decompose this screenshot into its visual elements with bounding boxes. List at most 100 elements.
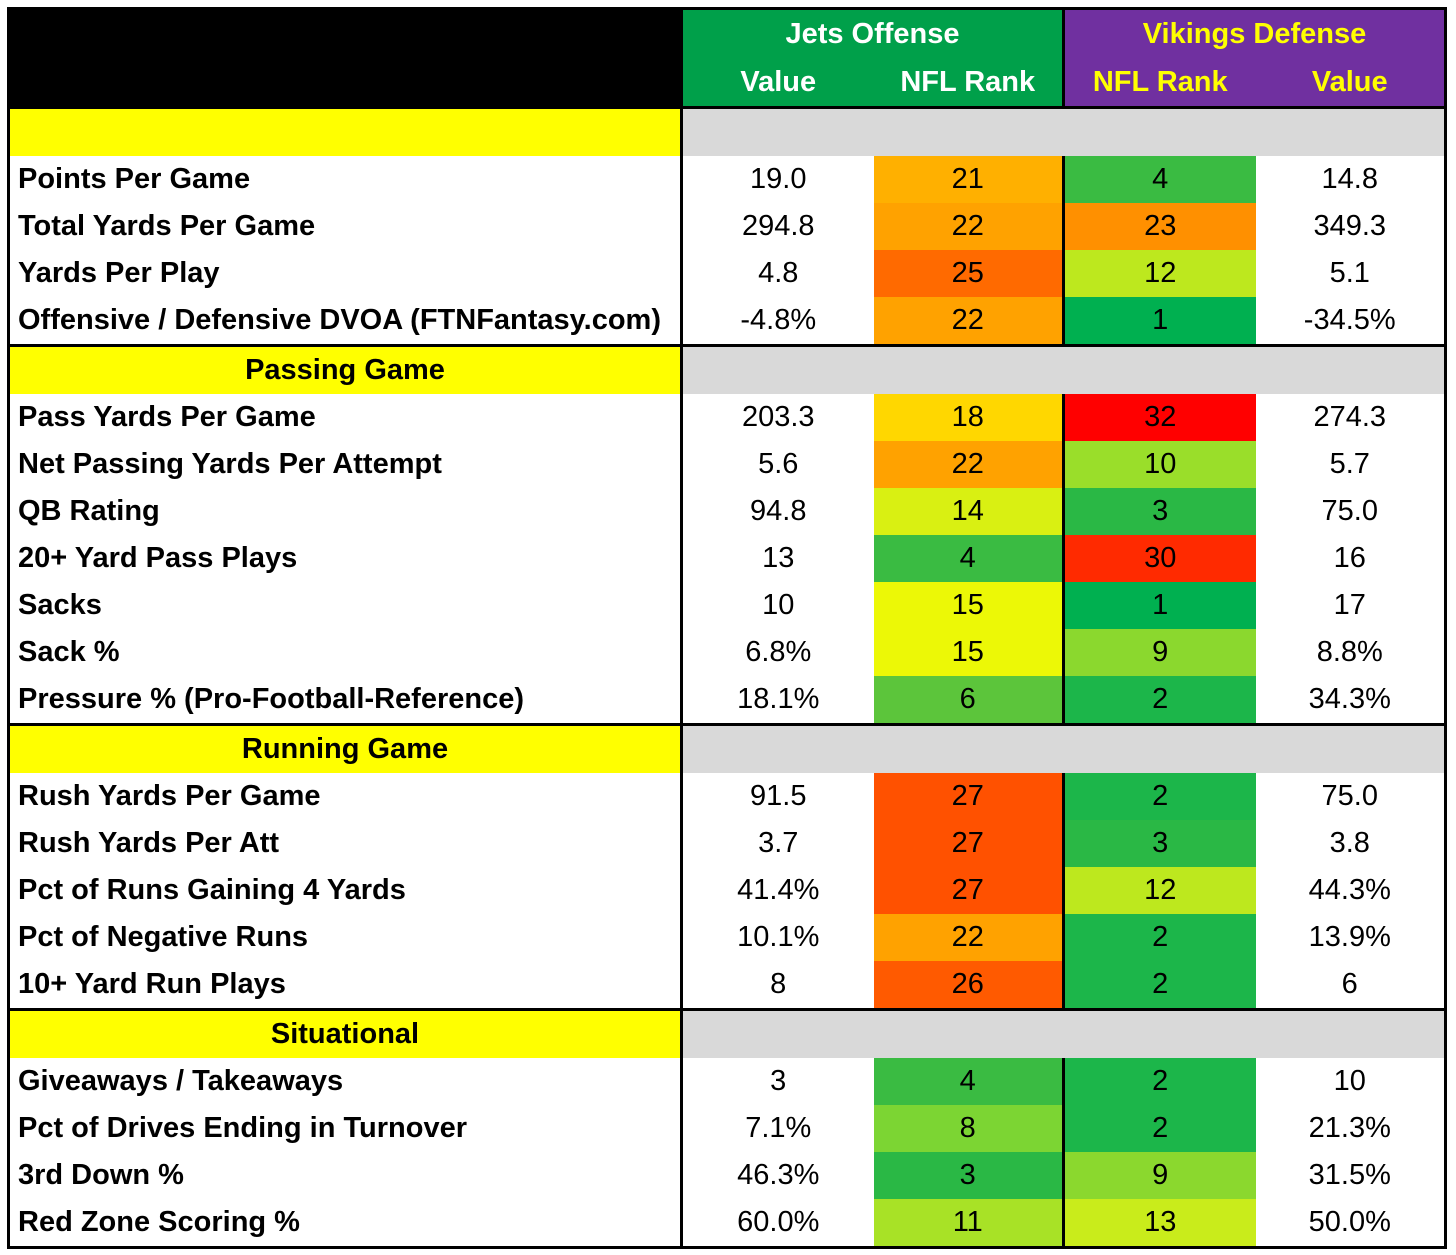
stat-label: Sack %: [7, 629, 682, 676]
defense-rank: 4: [1062, 156, 1256, 203]
stat-label: Pressure % (Pro-Football-Reference): [7, 676, 682, 725]
defense-rank: 9: [1062, 629, 1256, 676]
table-row: 10+ Yard Run Plays 8 26 2 6: [7, 961, 1447, 1010]
offense-value: 18.1%: [680, 676, 874, 725]
stat-label: Net Passing Yards Per Attempt: [7, 441, 682, 488]
section-header-row: Passing Game: [7, 344, 1447, 394]
table-row: Pct of Drives Ending in Turnover 7.1% 8 2 21…: [7, 1105, 1447, 1152]
defense-team-header: Vikings Defense: [1062, 7, 1447, 59]
stat-label: Points Per Game: [7, 156, 682, 203]
offense-rank: 22: [873, 203, 1064, 250]
defense-value: 349.3: [1255, 203, 1447, 250]
offense-value: 3.7: [680, 820, 874, 867]
offense-value: 8: [680, 961, 874, 1010]
stat-label: Total Yards Per Game: [7, 203, 682, 250]
defense-rank: 1: [1062, 297, 1256, 346]
table-row: Sacks 10 15 1 17: [7, 582, 1447, 629]
offense-value: 6.8%: [680, 629, 874, 676]
defense-rank: 23: [1062, 203, 1256, 250]
defense-rank: 2: [1062, 1105, 1256, 1152]
section-filler: [680, 1008, 1447, 1058]
stat-label: Rush Yards Per Att: [7, 820, 682, 867]
defense-rank: 32: [1062, 394, 1256, 441]
offense-rank: 3: [873, 1152, 1064, 1199]
table-row: 3rd Down % 46.3% 3 9 31.5%: [7, 1152, 1447, 1199]
table-row: Rush Yards Per Game 91.5 27 2 75.0: [7, 773, 1447, 820]
defense-rank: 2: [1062, 773, 1256, 820]
defense-rank: 9: [1062, 1152, 1256, 1199]
table-row: QB Rating 94.8 14 3 75.0: [7, 488, 1447, 535]
offense-value: 19.0: [680, 156, 874, 203]
table-row: Sack % 6.8% 15 9 8.8%: [7, 629, 1447, 676]
offense-value: 94.8: [680, 488, 874, 535]
offense-rank: 11: [873, 1199, 1064, 1249]
stat-label: Rush Yards Per Game: [7, 773, 682, 820]
defense-rank: 10: [1062, 441, 1256, 488]
defense-rank: 3: [1062, 820, 1256, 867]
defense-value: 3.8: [1255, 820, 1447, 867]
defense-rank: 3: [1062, 488, 1256, 535]
stat-label: Offensive / Defensive DVOA (FTNFantasy.c…: [7, 297, 682, 346]
offense-rank: 22: [873, 297, 1064, 346]
defense-value: 75.0: [1255, 488, 1447, 535]
stat-label: Red Zone Scoring %: [7, 1199, 682, 1249]
section-header-row: Situational: [7, 1008, 1447, 1058]
defense-value: 10: [1255, 1058, 1447, 1105]
offense-rank: 18: [873, 394, 1064, 441]
table-row: Offensive / Defensive DVOA (FTNFantasy.c…: [7, 297, 1447, 346]
defense-rank: 12: [1062, 867, 1256, 914]
table-row: Pass Yards Per Game 203.3 18 32 274.3: [7, 394, 1447, 441]
stat-label: Giveaways / Takeaways: [7, 1058, 682, 1105]
offense-value: 10.1%: [680, 914, 874, 961]
section-title: Running Game: [7, 723, 682, 773]
defense-rank: 2: [1062, 914, 1256, 961]
stat-label: QB Rating: [7, 488, 682, 535]
offense-value: 7.1%: [680, 1105, 874, 1152]
table-row: Red Zone Scoring % 60.0% 11 13 50.0%: [7, 1199, 1447, 1249]
defense-rank: 2: [1062, 676, 1256, 725]
offense-rank: 22: [873, 441, 1064, 488]
offense-value-header: Value: [680, 59, 874, 108]
offense-value: 10: [680, 582, 874, 629]
defense-value: 13.9%: [1255, 914, 1447, 961]
section-title: Situational: [7, 1008, 682, 1058]
offense-value: 91.5: [680, 773, 874, 820]
offense-value: 5.6: [680, 441, 874, 488]
offense-value: 203.3: [680, 394, 874, 441]
table-row: Yards Per Play 4.8 25 12 5.1: [7, 250, 1447, 297]
stat-label: Pct of Drives Ending in Turnover: [7, 1105, 682, 1152]
offense-rank: 15: [873, 629, 1064, 676]
defense-value-header: Value: [1255, 59, 1447, 108]
offense-rank: 21: [873, 156, 1064, 203]
stat-label: Yards Per Play: [7, 250, 682, 297]
offense-value: 46.3%: [680, 1152, 874, 1199]
defense-value: 14.8: [1255, 156, 1447, 203]
stats-table: Jets Offense Vikings Defense Value NFL R…: [7, 7, 1447, 1249]
table-row: 20+ Yard Pass Plays 13 4 30 16: [7, 535, 1447, 582]
table-row: Rush Yards Per Att 3.7 27 3 3.8: [7, 820, 1447, 867]
section-title: Passing Game: [7, 344, 682, 394]
offense-value: 294.8: [680, 203, 874, 250]
defense-value: 75.0: [1255, 773, 1447, 820]
offense-rank: 8: [873, 1105, 1064, 1152]
defense-value: 50.0%: [1255, 1199, 1447, 1249]
defense-rank: 12: [1062, 250, 1256, 297]
defense-rank: 30: [1062, 535, 1256, 582]
defense-rank: 2: [1062, 961, 1256, 1010]
section-title: [7, 106, 682, 156]
stat-label: 20+ Yard Pass Plays: [7, 535, 682, 582]
stat-label: Pass Yards Per Game: [7, 394, 682, 441]
defense-value: 44.3%: [1255, 867, 1447, 914]
section-filler: [680, 106, 1447, 156]
offense-rank: 15: [873, 582, 1064, 629]
defense-value: 16: [1255, 535, 1447, 582]
offense-value: 60.0%: [680, 1199, 874, 1249]
offense-rank: 27: [873, 820, 1064, 867]
defense-rank: 1: [1062, 582, 1256, 629]
table-row: Pct of Negative Runs 10.1% 22 2 13.9%: [7, 914, 1447, 961]
offense-value: -4.8%: [680, 297, 874, 346]
defense-value: 34.3%: [1255, 676, 1447, 725]
defense-value: 274.3: [1255, 394, 1447, 441]
table-row: Pct of Runs Gaining 4 Yards 41.4% 27 12 44.3…: [7, 867, 1447, 914]
stats-comparison-sheet: Jets Offense Vikings Defense Value NFL R…: [7, 7, 1447, 1249]
